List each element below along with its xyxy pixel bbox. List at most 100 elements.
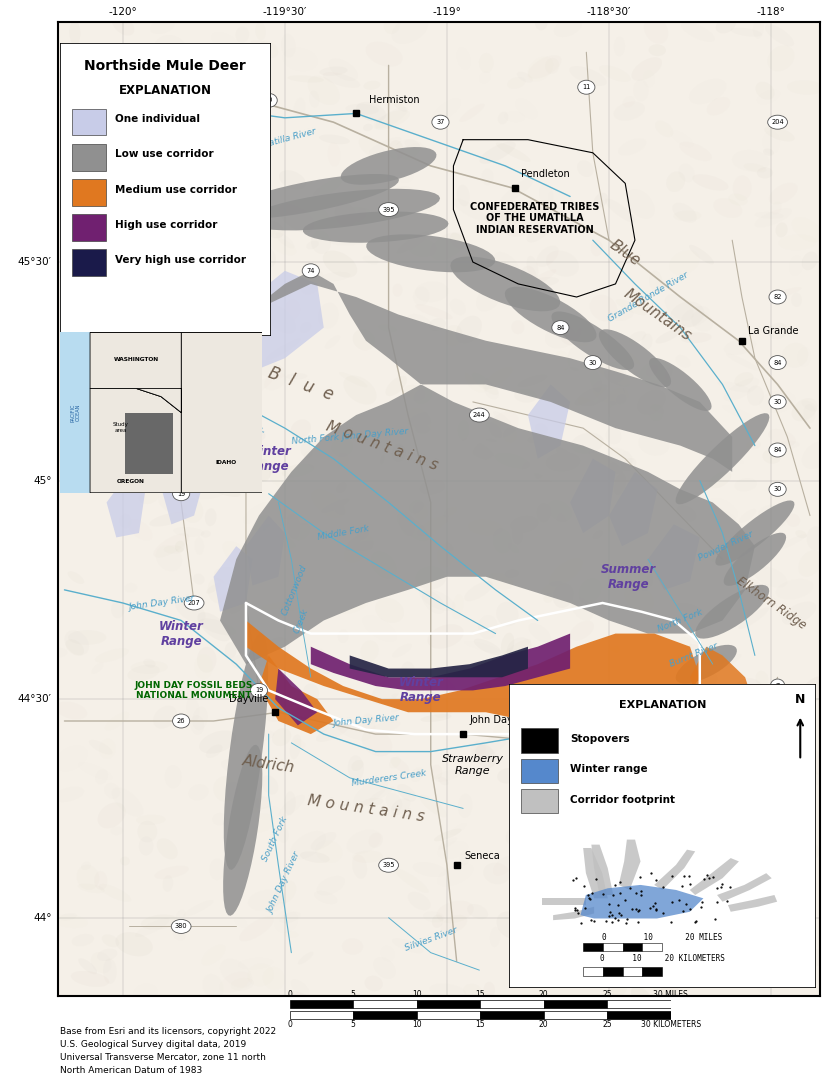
Ellipse shape	[573, 777, 600, 790]
Ellipse shape	[492, 529, 511, 553]
Bar	[602, 967, 622, 976]
Ellipse shape	[655, 647, 678, 665]
Polygon shape	[552, 906, 594, 921]
Text: 84: 84	[556, 325, 564, 330]
Ellipse shape	[596, 949, 618, 966]
Ellipse shape	[172, 714, 189, 728]
Polygon shape	[310, 634, 570, 690]
Text: 15: 15	[475, 1020, 485, 1029]
Ellipse shape	[754, 81, 774, 100]
Text: Murderers Creek: Murderers Creek	[350, 768, 426, 787]
Ellipse shape	[516, 71, 533, 82]
Text: 11: 11	[581, 84, 590, 90]
Polygon shape	[220, 271, 754, 664]
Ellipse shape	[662, 710, 676, 732]
Ellipse shape	[64, 223, 77, 245]
Polygon shape	[171, 384, 213, 459]
Ellipse shape	[65, 630, 89, 655]
Polygon shape	[551, 312, 633, 370]
Ellipse shape	[545, 452, 580, 472]
Text: Winter range: Winter range	[570, 765, 648, 774]
Ellipse shape	[173, 44, 189, 66]
Ellipse shape	[567, 735, 585, 749]
Ellipse shape	[659, 984, 678, 999]
Bar	[60, 332, 90, 493]
Ellipse shape	[129, 408, 149, 422]
Bar	[289, 1010, 353, 1019]
Text: 45°: 45°	[33, 475, 51, 485]
Ellipse shape	[762, 148, 773, 156]
Ellipse shape	[545, 250, 578, 276]
Text: -120°: -120°	[108, 8, 137, 17]
Text: 84: 84	[772, 447, 781, 453]
Ellipse shape	[99, 429, 111, 440]
Ellipse shape	[378, 858, 398, 872]
Polygon shape	[715, 500, 793, 565]
Bar	[72, 144, 106, 170]
Ellipse shape	[649, 818, 677, 834]
Ellipse shape	[198, 618, 237, 636]
Text: Northside Mule Deer: Northside Mule Deer	[84, 60, 246, 74]
Text: John Day River: John Day River	[332, 714, 399, 729]
Text: Stopovers: Stopovers	[570, 734, 629, 744]
Text: 74: 74	[306, 268, 314, 274]
Ellipse shape	[363, 81, 380, 90]
Polygon shape	[220, 271, 323, 371]
Ellipse shape	[768, 443, 785, 457]
Ellipse shape	[775, 222, 786, 237]
Ellipse shape	[250, 683, 267, 697]
Ellipse shape	[805, 526, 824, 550]
Text: 44°: 44°	[33, 913, 51, 923]
Text: 30 MILES: 30 MILES	[653, 990, 687, 999]
Ellipse shape	[363, 123, 372, 131]
Polygon shape	[695, 585, 768, 639]
Text: John Day: John Day	[469, 716, 513, 726]
Ellipse shape	[469, 408, 489, 422]
Ellipse shape	[569, 621, 593, 640]
Bar	[289, 1000, 353, 1008]
Ellipse shape	[323, 250, 356, 277]
Ellipse shape	[509, 516, 538, 533]
Text: 380: 380	[174, 924, 187, 929]
Ellipse shape	[552, 583, 573, 608]
Text: 207: 207	[188, 600, 200, 606]
Ellipse shape	[336, 482, 347, 494]
Polygon shape	[161, 459, 203, 524]
Ellipse shape	[497, 112, 508, 125]
Ellipse shape	[175, 598, 205, 623]
Ellipse shape	[310, 832, 336, 850]
Text: EXPLANATION: EXPLANATION	[618, 700, 705, 709]
Text: 0      10     20 KILOMETERS: 0 10 20 KILOMETERS	[600, 954, 724, 964]
Ellipse shape	[420, 714, 451, 722]
Ellipse shape	[656, 834, 667, 850]
Ellipse shape	[641, 334, 652, 350]
Ellipse shape	[151, 211, 177, 233]
Bar	[582, 943, 602, 951]
Text: U.S. Geological Survey digital data, 2019: U.S. Geological Survey digital data, 201…	[60, 1040, 246, 1048]
Ellipse shape	[735, 794, 745, 817]
Polygon shape	[582, 848, 607, 899]
Ellipse shape	[495, 142, 530, 162]
Polygon shape	[648, 524, 699, 590]
Ellipse shape	[368, 833, 383, 848]
Ellipse shape	[319, 66, 347, 76]
Ellipse shape	[256, 459, 270, 482]
Ellipse shape	[281, 464, 314, 478]
Ellipse shape	[261, 775, 278, 795]
Text: 74: 74	[103, 272, 111, 278]
Ellipse shape	[378, 203, 398, 217]
Text: OREGON: OREGON	[117, 479, 145, 484]
Text: South Fork: South Fork	[261, 815, 289, 863]
Ellipse shape	[576, 160, 593, 178]
Text: 0        10       20 MILES: 0 10 20 MILES	[601, 934, 722, 942]
Polygon shape	[107, 297, 155, 384]
Ellipse shape	[396, 513, 428, 542]
Ellipse shape	[589, 369, 601, 393]
Ellipse shape	[643, 695, 661, 706]
Polygon shape	[675, 644, 736, 683]
Text: Blue: Blue	[606, 237, 643, 270]
Text: 7: 7	[775, 683, 779, 689]
Text: 30: 30	[264, 97, 273, 103]
Ellipse shape	[640, 507, 650, 513]
Polygon shape	[246, 188, 440, 231]
